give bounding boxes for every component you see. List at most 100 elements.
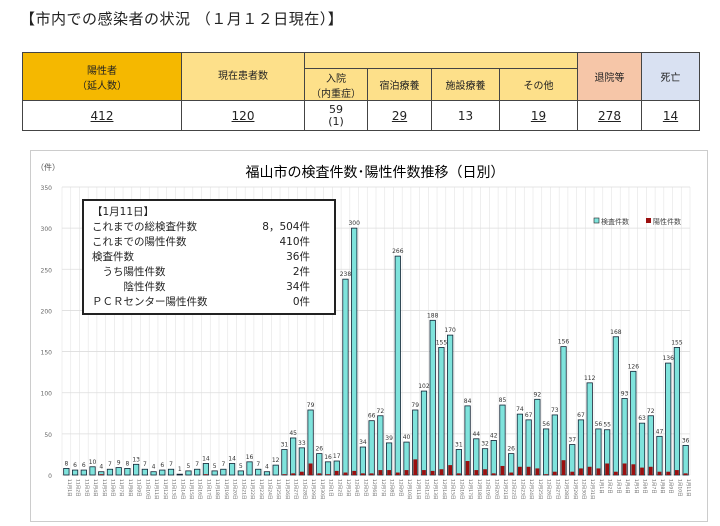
bar-positives (317, 473, 322, 475)
bar-tests (272, 464, 279, 476)
x-tick-label: 11月21日 (240, 479, 246, 499)
data-label: 45 (289, 430, 297, 437)
x-tick-label: 12月21日 (502, 479, 508, 499)
x-tick-label: 12月17日 (467, 479, 473, 499)
data-label: 4 (99, 464, 103, 471)
y-tick-label: 150 (41, 350, 53, 357)
x-tick-label: 12月15日 (450, 479, 456, 499)
x-tick-label: 12月22日 (511, 479, 517, 499)
chart-frame (30, 150, 708, 522)
bar-positives (343, 472, 348, 475)
data-label: 7 (256, 461, 260, 468)
bar-positives (308, 463, 313, 475)
x-tick-label: 12月9日 (397, 479, 403, 497)
bar-positives (596, 468, 601, 475)
bar-positives (605, 463, 610, 475)
bar-tests (176, 473, 183, 476)
x-tick-label: 11月24日 (266, 479, 272, 499)
summary-value: 0件 (292, 296, 310, 308)
bar-tests (237, 470, 244, 476)
bar-tests (133, 463, 140, 476)
data-label: 31 (281, 441, 289, 448)
data-label: 40 (403, 434, 411, 441)
x-tick-label: 1月5日 (633, 479, 639, 494)
bar-positives (369, 473, 374, 475)
bar-tests (394, 255, 401, 476)
data-label: 37 (568, 437, 576, 444)
x-tick-label: 12月18日 (476, 479, 482, 499)
data-label: 17 (333, 453, 341, 460)
bar-positives (378, 470, 383, 475)
bar-tests (490, 440, 497, 476)
data-label: 156 (558, 339, 570, 346)
summary-label: 検査件数 (92, 251, 134, 263)
x-tick-label: 12月30日 (580, 479, 586, 499)
x-tick-label: 12月28日 (563, 479, 569, 499)
bar-tests (159, 469, 166, 476)
x-tick-label: 12月25日 (537, 479, 543, 499)
bar-positives (518, 466, 522, 475)
x-tick-label: 12月16日 (458, 479, 464, 499)
data-label: 8 (126, 460, 130, 467)
bar-positives (675, 470, 679, 475)
bar-positives (430, 470, 435, 475)
x-tick-label: 12月20日 (493, 479, 499, 499)
x-tick-label: 11月17日 (205, 479, 211, 499)
bar-positives (395, 472, 400, 475)
x-tick-label: 1月2日 (607, 479, 613, 494)
x-tick-label: 12月27日 (554, 479, 560, 499)
bar-positives (587, 466, 592, 475)
value-discharged[interactable]: 278 (577, 100, 642, 131)
data-label: 39 (385, 435, 393, 442)
data-label: 6 (73, 462, 77, 469)
data-label: 5 (187, 463, 191, 470)
legend-positives-swatch (646, 218, 651, 223)
value-other[interactable]: 19 (499, 100, 578, 131)
bar-tests (569, 444, 576, 476)
header-discharged: 退院等 (577, 52, 642, 101)
y-tick-label: 350 (41, 185, 53, 192)
value-hotel[interactable]: 29 (367, 100, 432, 131)
bar-tests (560, 346, 567, 476)
bar-tests (682, 444, 689, 476)
data-label: 92 (534, 391, 542, 398)
bar-tests (71, 469, 79, 476)
x-tick-label: 1月3日 (615, 479, 621, 494)
summary-value: 34件 (286, 281, 310, 293)
bar-positives (491, 473, 496, 475)
x-tick-label: 12月29日 (572, 479, 578, 499)
header-other: その他 (499, 68, 578, 101)
x-tick-label: 12月4日 (354, 479, 360, 497)
bar-positives (579, 468, 583, 475)
bar-tests (351, 227, 358, 476)
bar-positives (404, 470, 409, 475)
bar-tests (211, 470, 218, 476)
data-label: 72 (377, 408, 385, 415)
x-tick-label: 12月7日 (380, 479, 386, 497)
x-tick-label: 12月24日 (528, 479, 534, 499)
x-tick-label: 11月9日 (136, 479, 142, 497)
data-label: 155 (671, 339, 683, 346)
legend: 検査件数 陽性件数 (593, 217, 681, 226)
value-death[interactable]: 14 (641, 100, 700, 131)
value-current[interactable]: 120 (181, 100, 305, 131)
x-tick-label: 11月2日 (75, 479, 81, 497)
bar-tests (290, 437, 297, 476)
bar-positives (683, 473, 688, 475)
legend-positives-label: 陽性件数 (653, 217, 681, 226)
bar-positives (413, 459, 418, 475)
x-tick-label: 11月6日 (109, 479, 115, 497)
bar-positives (456, 473, 461, 475)
y-tick-label: 250 (41, 267, 53, 274)
data-label: 112 (584, 375, 596, 382)
data-label: 93 (621, 390, 629, 397)
data-label: 56 (595, 421, 603, 428)
data-label: 26 (507, 446, 515, 453)
bar-tests (115, 467, 122, 476)
data-label: 9 (117, 460, 121, 467)
bar-tests (612, 336, 619, 476)
x-tick-label: 12月1日 (328, 479, 334, 497)
value-positive[interactable]: 412 (22, 100, 182, 131)
x-tick-label: 11月18日 (214, 479, 220, 499)
bar-positives (570, 471, 575, 475)
